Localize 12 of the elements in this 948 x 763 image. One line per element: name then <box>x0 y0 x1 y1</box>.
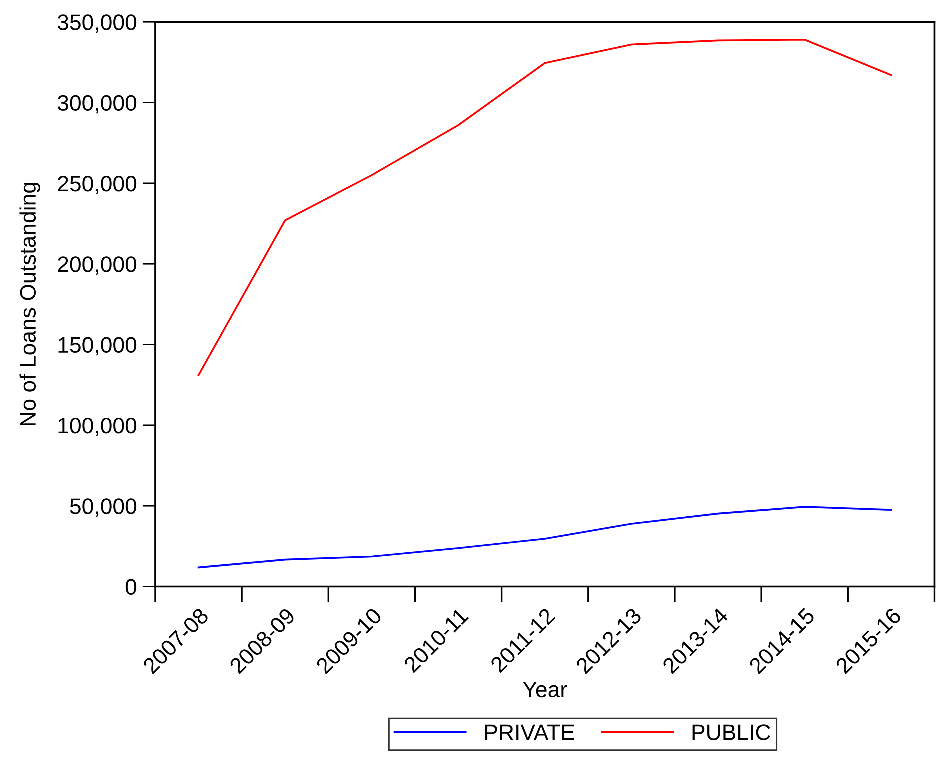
y-tick-label: 100,000 <box>58 418 137 436</box>
y-tick-label: 200,000 <box>58 256 137 276</box>
y-tick-label: 300,000 <box>58 95 137 114</box>
y-tick-label: 250,000 <box>58 176 137 194</box>
y-tick-label: 0 <box>126 579 137 596</box>
y-tick-label: 350,000 <box>58 14 137 34</box>
legend-label: PRIVATE <box>485 724 574 740</box>
y-tick-label: 150,000 <box>58 337 137 356</box>
y-tick-label: 50,000 <box>70 498 137 517</box>
x-axis-title: Year <box>523 682 568 698</box>
legend-label: PUBLIC <box>692 724 770 740</box>
y-axis-title: No of Loans Outstanding <box>20 182 40 426</box>
